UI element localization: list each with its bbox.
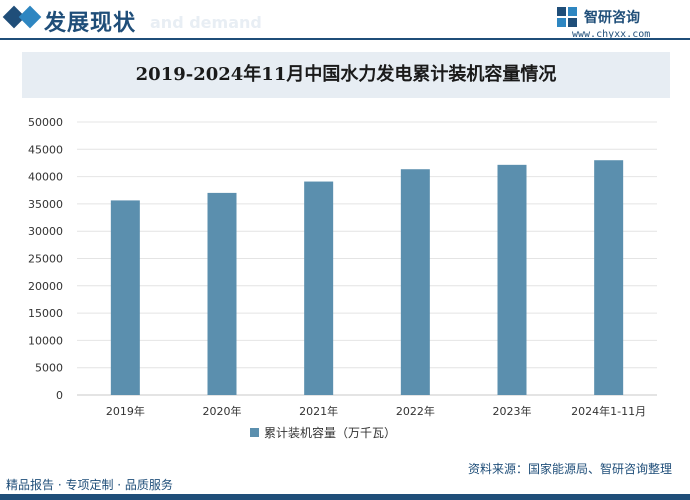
x-tick-label: 2024年1-11月 xyxy=(571,404,646,418)
brand-url: www.chyxx.com xyxy=(572,29,651,40)
y-tick-label: 15000 xyxy=(28,307,63,320)
title-band xyxy=(22,52,670,98)
x-tick-label: 2021年 xyxy=(299,404,338,418)
section-subtitle: and demand xyxy=(150,13,262,32)
bar xyxy=(110,200,140,395)
y-tick-label: 0 xyxy=(56,389,63,402)
x-tick-label: 2022年 xyxy=(396,404,435,418)
y-tick-label: 5000 xyxy=(35,362,63,375)
x-tick-label: 2023年 xyxy=(493,404,532,418)
footer-bar xyxy=(0,494,690,500)
y-tick-label: 30000 xyxy=(28,225,63,238)
section-title: 发展现状 xyxy=(44,11,137,36)
header-diamond-icon-2 xyxy=(18,5,42,29)
header-rule xyxy=(0,38,690,40)
chart-title: 2019-2024年11月中国水力发电累计装机容量情况 xyxy=(135,64,557,85)
bar-chart: 0 5000 10000 15000 20000 25000 30000 35000 40000… xyxy=(28,116,657,440)
footer-slogan: 精品报告 · 专项定制 · 品质服务 xyxy=(6,478,173,492)
brand-logo-icon xyxy=(557,7,577,27)
legend-swatch xyxy=(250,428,259,437)
y-tick-label: 50000 xyxy=(28,116,63,129)
x-tick-label: 2020年 xyxy=(203,404,242,418)
bar xyxy=(400,169,430,395)
y-tick-label: 10000 xyxy=(28,334,63,347)
bar xyxy=(304,181,334,395)
brand: 智研咨询 www.chyxx.com xyxy=(556,4,676,42)
brand-name: 智研咨询 xyxy=(584,10,640,26)
y-tick-label: 40000 xyxy=(28,171,63,184)
y-tick-label: 20000 xyxy=(28,280,63,293)
bar xyxy=(207,192,237,395)
legend-label: 累计装机容量（万千瓦） xyxy=(264,425,396,440)
y-tick-label: 25000 xyxy=(28,253,63,266)
header: 发展现状 and demand 智研咨询 www.chyxx.com xyxy=(0,0,690,44)
chart-panel: 2019-2024年11月中国水力发电累计装机容量情况 0 5000 10000 15… xyxy=(22,52,670,472)
y-tick-label: 45000 xyxy=(28,143,63,156)
y-tick-label: 35000 xyxy=(28,198,63,211)
bar xyxy=(497,164,527,395)
bar xyxy=(594,160,624,395)
x-tick-label: 2019年 xyxy=(106,404,145,418)
source-note: 资料来源：国家能源局、智研咨询整理 xyxy=(467,462,672,476)
